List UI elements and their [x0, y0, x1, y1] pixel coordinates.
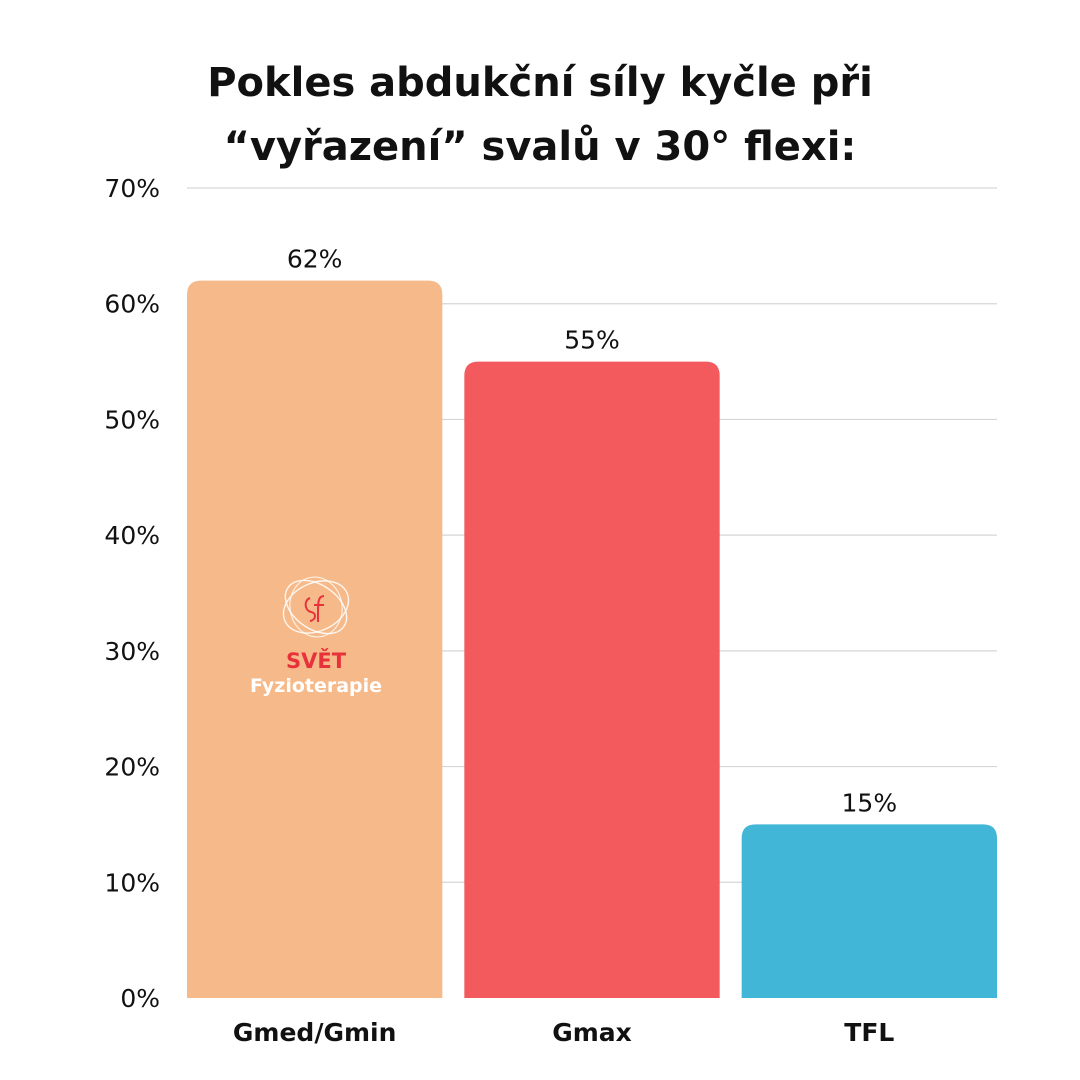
bar-gmax: [464, 361, 720, 999]
bar-tfl: [741, 824, 997, 998]
y-tick-label: 50%: [104, 405, 160, 434]
sf-monogram-icon: [282, 576, 350, 638]
y-tick-label: 40%: [104, 521, 160, 550]
svet-fyzioterapie-logo: SVĚT Fyzioterapie: [250, 576, 382, 697]
y-tick-label: 0%: [120, 984, 160, 1013]
bars: [187, 280, 997, 999]
bar-value-label: 55%: [564, 326, 620, 355]
y-tick-label: 10%: [104, 868, 160, 897]
logo-brand-text: SVĚT: [286, 648, 347, 673]
bar-value-label: 62%: [287, 245, 343, 274]
y-tick-label: 30%: [104, 637, 160, 666]
bar-gmed-gmin: [187, 280, 443, 999]
chart-title-line-1: Pokles abdukční síly kyčle při: [207, 60, 873, 106]
value-labels: 62% 55% 15%: [287, 245, 897, 818]
bar-value-label: 15%: [842, 788, 898, 817]
chart-title-line-2: “vyřazení” svalů v 30° flexi:: [224, 123, 857, 170]
logo-sub-text: Fyzioterapie: [250, 675, 382, 697]
x-category-label: Gmax: [552, 1018, 632, 1047]
x-category-label: Gmed/Gmin: [233, 1018, 397, 1047]
x-category-label: TFL: [844, 1018, 894, 1047]
y-tick-label: 60%: [104, 290, 160, 319]
y-tick-label: 70%: [104, 174, 160, 203]
y-axis-tick-labels: 0% 10% 20% 30% 40% 50% 60% 70%: [104, 174, 160, 1013]
x-axis-category-labels: Gmed/Gmin Gmax TFL: [233, 1018, 895, 1047]
y-tick-label: 20%: [104, 753, 160, 782]
